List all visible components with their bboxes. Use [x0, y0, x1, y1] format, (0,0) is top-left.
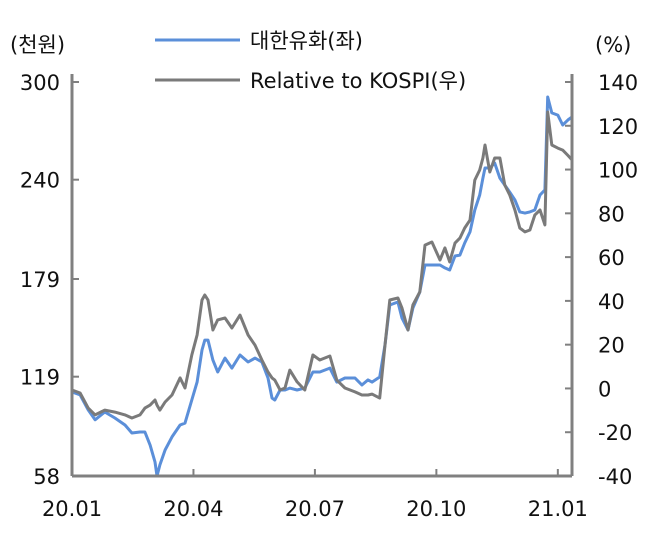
left-tick-label: 240	[20, 169, 60, 193]
x-tick-label: 20.10	[406, 497, 466, 521]
right-tick-label: 60	[598, 246, 625, 270]
right-tick-label: 100	[598, 159, 638, 183]
right-tick-label: 40	[598, 290, 625, 314]
series-line-daehan	[71, 95, 573, 478]
x-tick-label: 21.01	[528, 497, 588, 521]
left-tick-label: 179	[20, 268, 60, 292]
left-axis-unit: (천원)	[10, 33, 65, 57]
right-tick-label: 80	[598, 202, 625, 226]
right-tick-label: -40	[598, 465, 632, 489]
right-tick-label: 140	[598, 71, 638, 95]
series-line-relative	[71, 110, 574, 420]
right-axis-unit: (%)	[595, 33, 631, 57]
legend: 대한유화(좌) Relative to KOSPI(우)	[155, 29, 466, 93]
x-tick-label: 20.07	[285, 497, 345, 521]
left-tick-label: 58	[33, 465, 60, 489]
legend-label-relative: Relative to KOSPI(우)	[250, 69, 466, 93]
x-tick-label: 20.04	[163, 497, 223, 521]
left-tick-label: 119	[20, 366, 60, 390]
right-tick-label: 120	[598, 115, 638, 139]
right-tick-label: 20	[598, 334, 625, 358]
legend-label-daehan: 대한유화(좌)	[250, 29, 363, 53]
right-tick-label: -20	[598, 421, 632, 445]
left-tick-label: 300	[20, 71, 60, 95]
right-tick-label: 0	[598, 377, 611, 401]
x-tick-label: 20.01	[42, 497, 102, 521]
